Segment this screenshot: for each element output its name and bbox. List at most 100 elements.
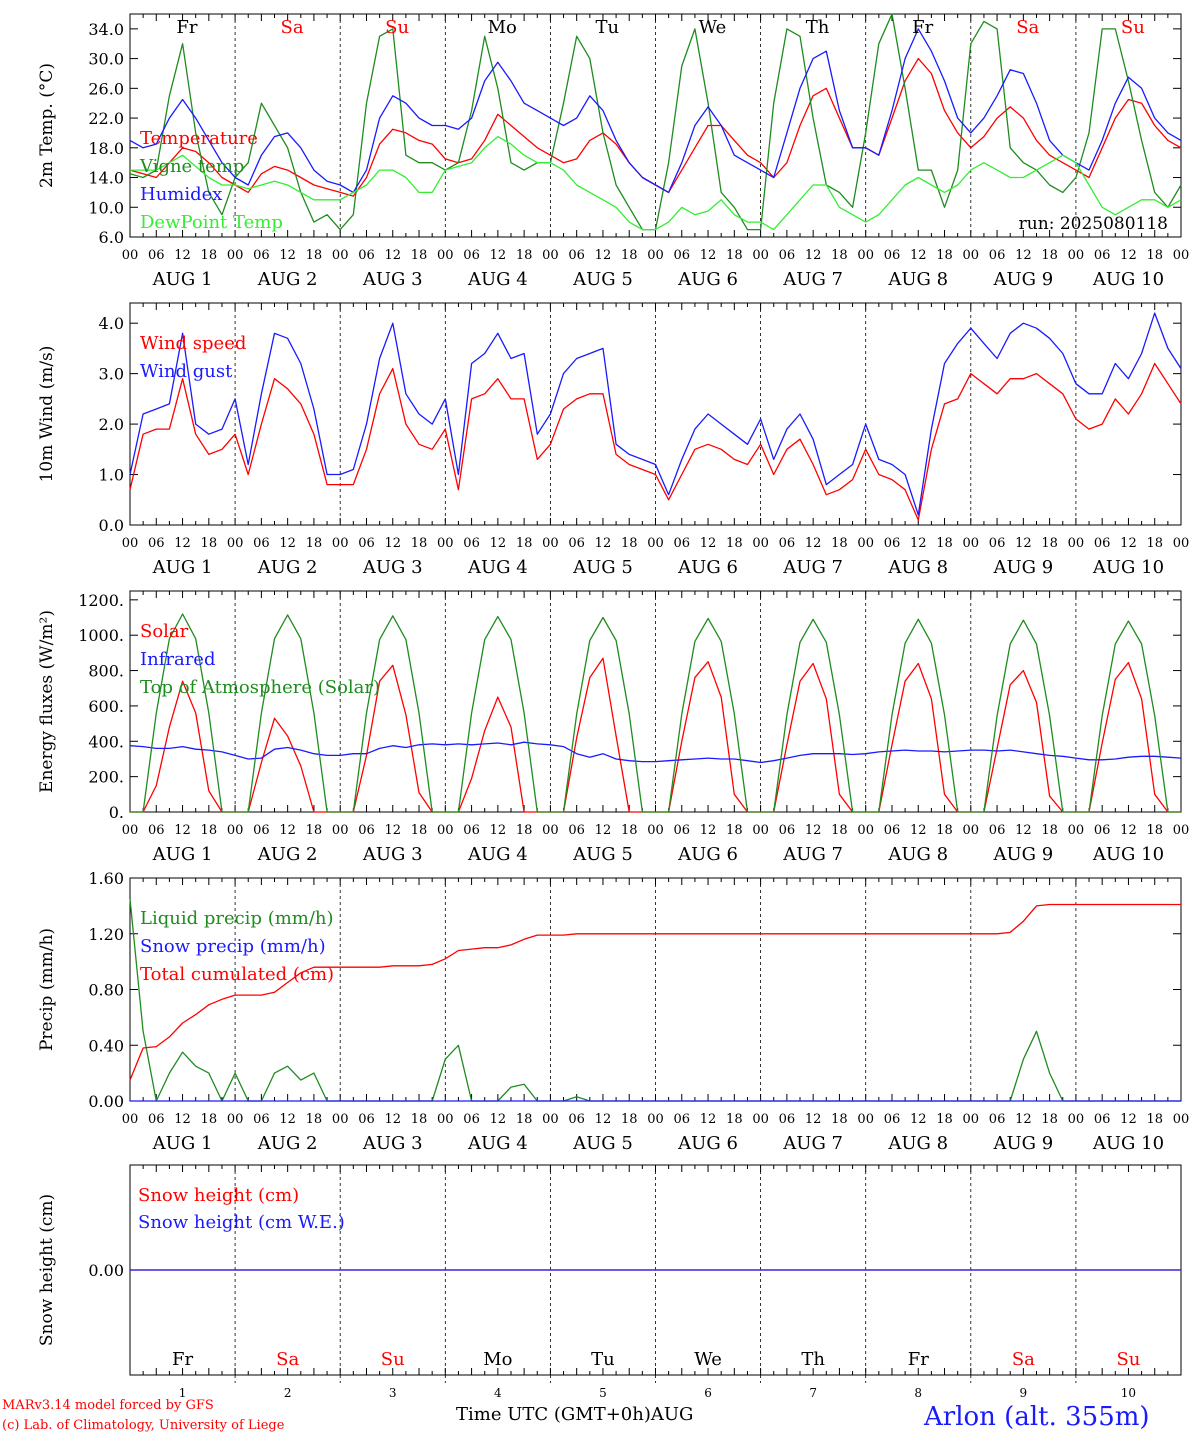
hour-tick-label: 12 [1120,248,1137,263]
hour-tick-label: 00 [752,1112,769,1127]
hour-tick-label: 18 [936,248,953,263]
panel-4: 0.00 0.40 0.80 1.20 1.60 Precip (mm/h) Liquid … [37,869,1189,1154]
hour-tick-label: 18 [831,823,848,838]
day-number-label: 4 [494,1386,502,1400]
y-tick-label: 1.20 [88,925,124,944]
weekday-label: Fr [912,17,933,38]
hour-tick-label: 18 [1146,536,1163,551]
hour-tick-label: 12 [910,536,927,551]
hour-tick-label: 12 [805,536,822,551]
hour-tick-label: 12 [700,1112,717,1127]
day-number-label: 9 [1020,1386,1028,1400]
date-label: AUG 3 [362,557,423,578]
hour-tick-label: 00 [1068,823,1085,838]
hour-tick-label: 12 [1120,1112,1137,1127]
date-label: AUG 7 [782,844,843,865]
hour-tick-label: 06 [148,248,165,263]
panel-1: 6.0 10.0 14.0 18.0 22.0 26.0 30.0 34.0 2m Temp. … [37,13,1189,290]
date-label: AUG 6 [677,269,738,290]
hour-tick-label: 06 [463,248,480,263]
hour-tick-label: 12 [805,823,822,838]
hour-tick-label: 12 [174,1112,191,1127]
legend-entry: Wind speed [140,333,246,354]
date-label: AUG 1 [152,557,213,578]
date-label: AUG 3 [362,269,423,290]
hour-tick-label: 00 [542,536,559,551]
hour-tick-label: 18 [411,823,428,838]
hour-tick-label: 00 [122,536,139,551]
hour-tick-label: 00 [1068,536,1085,551]
hour-tick-label: 06 [779,536,796,551]
hour-tick-label: 06 [779,248,796,263]
y-axis-label: 2m Temp. (°C) [37,63,57,188]
y-tick-label: 30.0 [88,50,124,69]
hour-tick-label: 00 [1068,1112,1085,1127]
weekday-label: Mo [483,1349,512,1370]
date-label: AUG 5 [572,844,633,865]
hour-tick-label: 18 [726,536,743,551]
legend-entry: Wind gust [140,361,233,382]
series-line-wind-speed [129,362,1182,521]
date-label: AUG 2 [257,844,318,865]
weekday-label: Tu [596,17,620,38]
hour-tick-label: 18 [1041,1112,1058,1127]
hour-tick-label: 00 [542,823,559,838]
plot-frame [129,13,1182,238]
legend-entry: Temperature [140,128,258,149]
hour-tick-label: 00 [227,823,244,838]
hour-tick-label: 12 [174,823,191,838]
legend-entry: Total cumulated (cm) [140,964,334,985]
date-label: AUG 9 [992,557,1053,578]
y-axis-label: Snow height (cm) [37,1194,57,1346]
hour-tick-label: 18 [1041,536,1058,551]
hour-tick-label: 06 [989,248,1006,263]
y-tick-label: 34.0 [88,20,124,39]
hour-tick-label: 06 [253,1112,270,1127]
hour-tick-label: 18 [411,536,428,551]
hour-tick-label: 18 [831,1112,848,1127]
hour-tick-label: 06 [674,536,691,551]
series-line-humidex [129,28,1182,194]
hour-tick-label: 18 [201,248,218,263]
hour-tick-label: 06 [358,823,375,838]
panel-3: 0. 200. 400. 600. 800. 1000. 1200. Energy fluxe… [37,590,1189,865]
hour-tick-label: 06 [1094,536,1111,551]
hour-tick-label: 12 [490,823,507,838]
weekday-label: Mo [488,17,517,38]
xaxis-title-text: Time UTC (GMT+0h) [456,1404,651,1425]
date-label: AUG 6 [677,844,738,865]
date-label: AUG 7 [782,269,843,290]
hour-tick-label: 06 [463,536,480,551]
y-tick-label: 1200. [78,591,124,610]
day-number-label: 3 [389,1386,397,1400]
hour-tick-label: 18 [1146,1112,1163,1127]
date-label: AUG 5 [572,557,633,578]
station-label: Arlon (alt. 355m) [924,1402,1150,1432]
hour-tick-label: 18 [516,536,533,551]
date-label: AUG 10 [1092,1133,1164,1154]
y-tick-label: 0.00 [88,1092,124,1111]
hour-tick-label: 06 [674,823,691,838]
hour-tick-label: 06 [358,1112,375,1127]
credit-line-2: (c) Lab. of Climatology, University of L… [2,1418,285,1433]
hour-tick-label: 06 [1094,823,1111,838]
date-label: AUG 2 [257,557,318,578]
y-tick-label: 4.0 [99,314,124,333]
hour-tick-label: 12 [805,248,822,263]
hour-tick-label: 06 [568,823,585,838]
date-label: AUG 2 [257,269,318,290]
hour-tick-label: 00 [857,1112,874,1127]
y-tick-label: 6.0 [99,228,124,247]
hour-tick-label: 00 [963,536,980,551]
hour-tick-label: 06 [989,536,1006,551]
day-number-label: 5 [599,1386,607,1400]
hour-tick-label: 12 [279,823,296,838]
y-tick-label: 600. [88,697,124,716]
hour-tick-label: 18 [306,248,323,263]
date-label: AUG 9 [992,844,1053,865]
hour-tick-label: 12 [595,536,612,551]
hour-tick-label: 00 [752,823,769,838]
hour-tick-label: 00 [227,1112,244,1127]
hour-tick-label: 18 [831,536,848,551]
hour-tick-label: 06 [148,1112,165,1127]
